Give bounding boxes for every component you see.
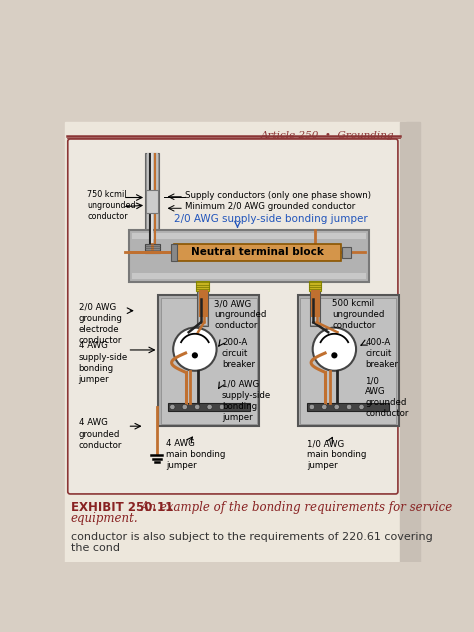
Bar	[145, 244, 160, 253]
Text: 4 AWG
supply-side
bonding
jumper: 4 AWG supply-side bonding jumper	[79, 341, 128, 384]
Bar	[342, 246, 351, 258]
Text: 3/0 AWG
ungrounded
conductor: 3/0 AWG ungrounded conductor	[214, 299, 266, 331]
FancyBboxPatch shape	[68, 139, 398, 494]
Text: 2/0 AWG
grounding
electrode
conductor: 2/0 AWG grounding electrode conductor	[79, 303, 122, 345]
Text: 500 kcmil
ungrounded
conductor: 500 kcmil ungrounded conductor	[332, 299, 384, 331]
Circle shape	[346, 404, 352, 410]
Text: 2/0 AWG supply-side bonding jumper: 2/0 AWG supply-side bonding jumper	[174, 214, 368, 224]
Circle shape	[219, 404, 225, 410]
Circle shape	[182, 404, 188, 410]
Text: equipment.: equipment.	[71, 513, 138, 525]
Circle shape	[334, 404, 339, 410]
Bar	[147, 153, 158, 249]
Bar	[161, 298, 257, 424]
Circle shape	[192, 352, 198, 358]
Bar	[171, 244, 177, 260]
Bar	[145, 153, 159, 249]
Text: 1/0 AWG
main bonding
jumper: 1/0 AWG main bonding jumper	[307, 439, 366, 470]
Bar	[310, 291, 320, 326]
Bar	[158, 295, 259, 426]
Bar	[129, 230, 369, 283]
Bar	[146, 190, 158, 213]
Bar	[197, 291, 208, 326]
Text: Article 250  •  Grounding: Article 250 • Grounding	[261, 131, 394, 140]
Text: 750 kcmil
ungrounded
conductor: 750 kcmil ungrounded conductor	[87, 190, 136, 221]
Circle shape	[359, 404, 364, 410]
Circle shape	[309, 404, 315, 410]
Bar	[400, 122, 419, 562]
Bar	[309, 281, 321, 291]
Bar	[196, 281, 209, 291]
Bar	[168, 403, 250, 411]
Bar	[132, 273, 366, 279]
Bar	[174, 244, 341, 260]
Bar	[199, 292, 207, 325]
Bar	[300, 298, 396, 424]
Text: An example of the bonding requirements for service: An example of the bonding requirements f…	[141, 501, 453, 514]
Circle shape	[331, 352, 337, 358]
Text: 200-A
circuit
breaker: 200-A circuit breaker	[222, 337, 255, 369]
Text: 4 AWG
main bonding
jumper: 4 AWG main bonding jumper	[166, 439, 226, 470]
Text: conductor is also subject to the requirements of 220.61 covering: conductor is also subject to the require…	[71, 532, 433, 542]
Text: 1/0 AWG
supply-side
bonding
jumper: 1/0 AWG supply-side bonding jumper	[222, 380, 271, 422]
Text: 1/0
AWG
grounded
conductor: 1/0 AWG grounded conductor	[365, 376, 409, 418]
Bar	[311, 292, 319, 325]
Text: Neutral terminal block: Neutral terminal block	[191, 247, 324, 257]
Circle shape	[194, 404, 200, 410]
Text: 400-A
circuit
breaker: 400-A circuit breaker	[365, 337, 398, 369]
Text: 4 AWG
grounded
conductor: 4 AWG grounded conductor	[79, 418, 122, 450]
Circle shape	[173, 327, 217, 371]
Text: the cond: the cond	[71, 544, 120, 553]
Bar	[307, 403, 390, 411]
Bar	[132, 233, 366, 239]
Circle shape	[313, 327, 356, 371]
Circle shape	[321, 404, 327, 410]
Bar	[298, 295, 399, 426]
Text: Minimum 2/0 AWG grounded conductor: Minimum 2/0 AWG grounded conductor	[185, 202, 355, 211]
Circle shape	[170, 404, 175, 410]
Circle shape	[207, 404, 212, 410]
Text: EXHIBIT 250.11: EXHIBIT 250.11	[71, 501, 173, 514]
Text: Supply conductors (only one phase shown): Supply conductors (only one phase shown)	[185, 191, 371, 200]
